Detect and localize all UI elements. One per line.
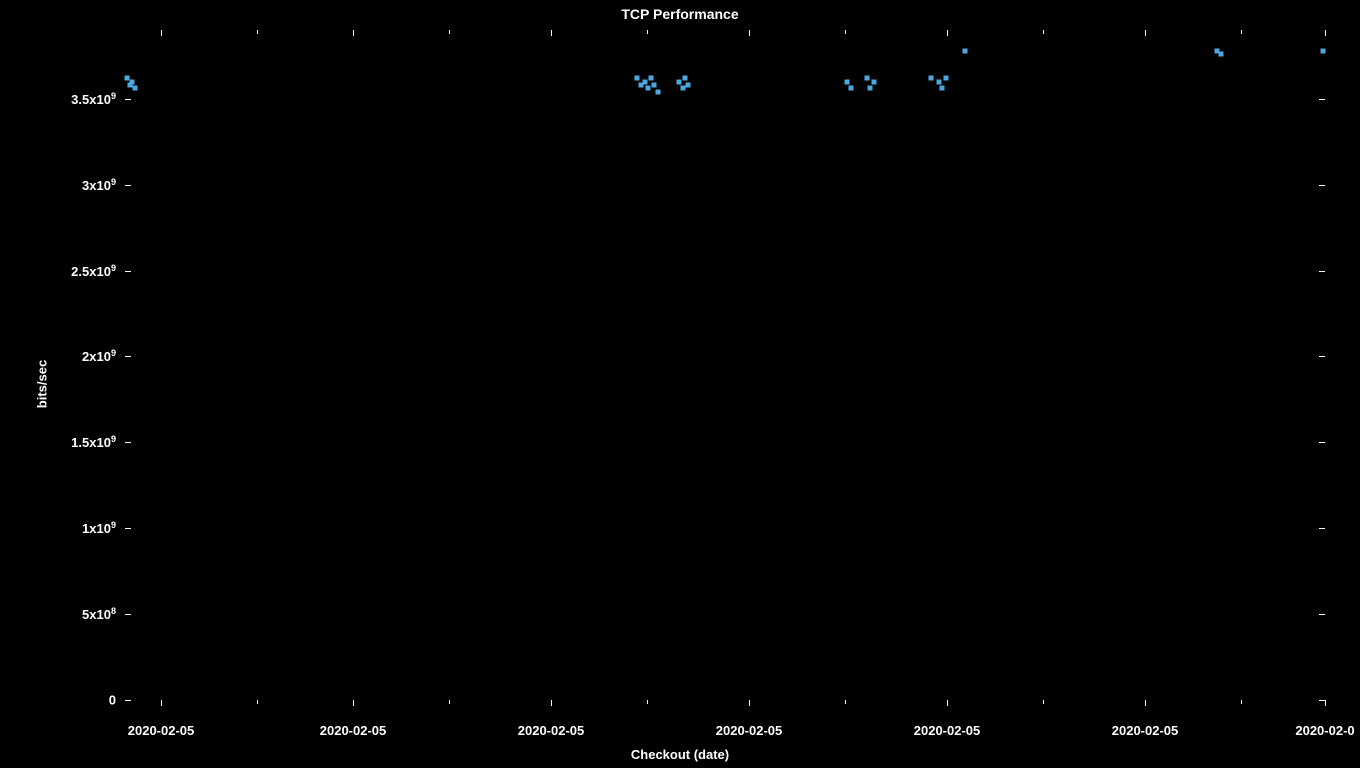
data-point	[936, 79, 941, 84]
y-tick-mark	[125, 700, 131, 701]
chart-title: TCP Performance	[621, 6, 738, 22]
x-tick-mark	[1145, 30, 1146, 36]
x-tick-mark	[947, 700, 948, 706]
chart-container: TCP Performance bits/sec Checkout (date)…	[0, 0, 1360, 768]
x-axis-label: Checkout (date)	[631, 747, 729, 762]
data-point	[849, 86, 854, 91]
x-tick-label: 2020-02-05	[716, 723, 783, 738]
x-tick-label: 2020-02-05	[128, 723, 195, 738]
y-tick-label: 1.5x109	[71, 434, 116, 450]
x-minor-tick-mark	[1241, 700, 1242, 704]
data-point	[1218, 52, 1223, 57]
x-tick-mark	[947, 30, 948, 36]
y-tick-mark	[1319, 528, 1325, 529]
y-tick-mark	[1319, 271, 1325, 272]
data-point	[646, 86, 651, 91]
data-point	[940, 86, 945, 91]
data-point	[868, 86, 873, 91]
y-tick-label: 5x108	[82, 606, 116, 622]
x-tick-mark	[749, 700, 750, 706]
x-minor-tick-mark	[1043, 30, 1044, 34]
y-tick-mark	[125, 442, 131, 443]
y-tick-mark	[1319, 99, 1325, 100]
y-tick-mark	[1319, 442, 1325, 443]
y-tick-label: 1x109	[82, 520, 116, 536]
x-minor-tick-mark	[449, 700, 450, 704]
y-tick-label: 3.5x109	[71, 91, 116, 107]
x-tick-label: 2020-02-0	[1295, 723, 1354, 738]
y-tick-mark	[1319, 356, 1325, 357]
data-point	[648, 76, 653, 81]
x-minor-tick-mark	[845, 700, 846, 704]
data-point	[635, 76, 640, 81]
x-tick-label: 2020-02-05	[320, 723, 387, 738]
y-tick-mark	[125, 356, 131, 357]
x-minor-tick-mark	[647, 30, 648, 34]
x-minor-tick-mark	[257, 30, 258, 34]
x-minor-tick-mark	[1241, 30, 1242, 34]
data-point	[683, 76, 688, 81]
x-tick-mark	[551, 30, 552, 36]
data-point	[943, 76, 948, 81]
x-tick-mark	[1145, 700, 1146, 706]
x-tick-mark	[353, 700, 354, 706]
x-tick-mark	[1325, 30, 1326, 36]
y-tick-mark	[125, 528, 131, 529]
x-minor-tick-mark	[845, 30, 846, 34]
x-tick-mark	[551, 700, 552, 706]
x-tick-mark	[161, 700, 162, 706]
y-tick-mark	[1319, 614, 1325, 615]
data-point	[642, 79, 647, 84]
data-point	[130, 79, 135, 84]
x-minor-tick-mark	[647, 700, 648, 704]
data-point	[677, 79, 682, 84]
y-tick-mark	[125, 185, 131, 186]
data-point	[864, 76, 869, 81]
data-point	[1320, 48, 1325, 53]
x-tick-label: 2020-02-05	[914, 723, 981, 738]
data-point	[685, 82, 690, 87]
y-tick-label: 2x109	[82, 348, 116, 364]
x-tick-mark	[749, 30, 750, 36]
y-tick-label: 2.5x109	[71, 262, 116, 278]
data-point	[652, 82, 657, 87]
y-tick-mark	[125, 99, 131, 100]
data-point	[963, 48, 968, 53]
y-tick-label: 0	[109, 693, 116, 708]
x-tick-mark	[353, 30, 354, 36]
x-tick-mark	[1325, 700, 1326, 706]
y-tick-label: 3x109	[82, 176, 116, 192]
x-minor-tick-mark	[449, 30, 450, 34]
plot-area	[125, 30, 1325, 700]
x-tick-label: 2020-02-05	[518, 723, 585, 738]
data-point	[871, 79, 876, 84]
x-tick-label: 2020-02-05	[1112, 723, 1179, 738]
y-tick-mark	[1319, 185, 1325, 186]
data-point	[929, 76, 934, 81]
data-point	[132, 86, 137, 91]
y-tick-mark	[125, 614, 131, 615]
x-minor-tick-mark	[257, 700, 258, 704]
x-minor-tick-mark	[1043, 700, 1044, 704]
y-tick-mark	[125, 271, 131, 272]
y-axis-label: bits/sec	[35, 360, 50, 408]
x-tick-mark	[161, 30, 162, 36]
data-point	[655, 89, 660, 94]
data-point	[845, 79, 850, 84]
